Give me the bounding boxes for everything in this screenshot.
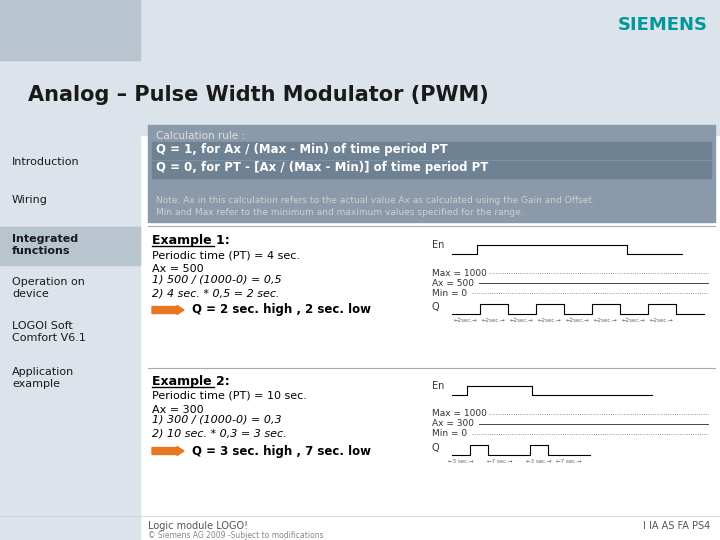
Text: Q = 2 sec. high , 2 sec. low: Q = 2 sec. high , 2 sec. low (192, 303, 371, 316)
Text: 1) 500 / (1000-0) = 0,5
2) 4 sec. * 0,5 = 2 sec.: 1) 500 / (1000-0) = 0,5 2) 4 sec. * 0,5 … (152, 274, 282, 298)
Text: Example 1:: Example 1: (152, 234, 230, 247)
Text: ←2sec.→: ←2sec.→ (622, 318, 646, 323)
Text: ←2sec.→: ←2sec.→ (510, 318, 534, 323)
Text: ←3 sec.→: ←3 sec.→ (526, 459, 552, 464)
Text: En: En (432, 381, 444, 391)
Text: ←2sec.→: ←2sec.→ (566, 318, 590, 323)
Text: Ax = 300: Ax = 300 (432, 420, 474, 429)
FancyArrow shape (152, 306, 184, 314)
Bar (148, 125, 715, 222)
Bar (0, 0, 720, 90)
Text: ←2sec.→: ←2sec.→ (454, 318, 478, 323)
Text: LOGOI Soft
Comfort V6.1: LOGOI Soft Comfort V6.1 (12, 321, 86, 343)
Text: Q: Q (432, 302, 440, 312)
Text: Min = 0: Min = 0 (432, 288, 467, 298)
Bar (0, 227, 140, 265)
Bar (152, 142, 711, 159)
Text: Q = 0, for PT - [Ax / (Max - Min)] of time period PT: Q = 0, for PT - [Ax / (Max - Min)] of ti… (156, 161, 488, 174)
Text: SIEMENS: SIEMENS (618, 16, 708, 34)
Text: ←7 sec.→: ←7 sec.→ (557, 459, 582, 464)
Text: ←2sec.→: ←2sec.→ (538, 318, 562, 323)
Text: Integrated
functions: Integrated functions (12, 234, 78, 256)
Text: Note: Ax in this calculation refers to the actual value Ax as calculated using t: Note: Ax in this calculation refers to t… (156, 196, 595, 217)
Text: Periodic time (PT) = 4 sec.
Ax = 500: Periodic time (PT) = 4 sec. Ax = 500 (152, 250, 300, 274)
Text: Q = 3 sec. high , 7 sec. low: Q = 3 sec. high , 7 sec. low (192, 444, 371, 457)
Text: Wiring: Wiring (12, 195, 48, 205)
Text: Max = 1000: Max = 1000 (432, 268, 487, 278)
Text: Application
example: Application example (12, 367, 74, 389)
Text: Periodic time (PT) = 10 sec.
Ax = 300: Periodic time (PT) = 10 sec. Ax = 300 (152, 391, 307, 415)
Text: Q: Q (432, 443, 440, 453)
Text: Analog – Pulse Width Modulator (PWM): Analog – Pulse Width Modulator (PWM) (28, 85, 489, 105)
Text: Calculation rule :: Calculation rule : (156, 131, 245, 141)
Text: Introduction: Introduction (12, 157, 80, 167)
Bar (0, 60, 720, 135)
Text: ←2sec.→: ←2sec.→ (594, 318, 618, 323)
Text: En: En (432, 240, 444, 250)
Text: Operation on
device: Operation on device (12, 277, 85, 299)
Text: ←3 sec.→: ←3 sec.→ (449, 459, 474, 464)
Text: © Siemens AG 2009 -Subject to modifications: © Siemens AG 2009 -Subject to modificati… (148, 530, 323, 539)
Text: Example 2:: Example 2: (152, 375, 230, 388)
FancyArrow shape (152, 447, 184, 456)
Text: Min = 0: Min = 0 (432, 429, 467, 438)
Bar (0, 0, 140, 60)
Text: ←7 sec.→: ←7 sec.→ (487, 459, 513, 464)
Text: ←2sec.→: ←2sec.→ (650, 318, 674, 323)
Text: Ax = 500: Ax = 500 (432, 279, 474, 287)
Bar (0, 125, 140, 540)
Text: I IA AS FA PS4: I IA AS FA PS4 (643, 521, 710, 531)
Text: Logic module LOGO!: Logic module LOGO! (148, 521, 248, 531)
Text: Q = 1, for Ax / (Max - Min) of time period PT: Q = 1, for Ax / (Max - Min) of time peri… (156, 143, 448, 156)
Text: Max = 1000: Max = 1000 (432, 409, 487, 418)
Bar (152, 161, 711, 178)
Text: 1) 300 / (1000-0) = 0,3
2) 10 sec. * 0,3 = 3 sec.: 1) 300 / (1000-0) = 0,3 2) 10 sec. * 0,3… (152, 415, 287, 439)
Text: ←2sec.→: ←2sec.→ (482, 318, 506, 323)
